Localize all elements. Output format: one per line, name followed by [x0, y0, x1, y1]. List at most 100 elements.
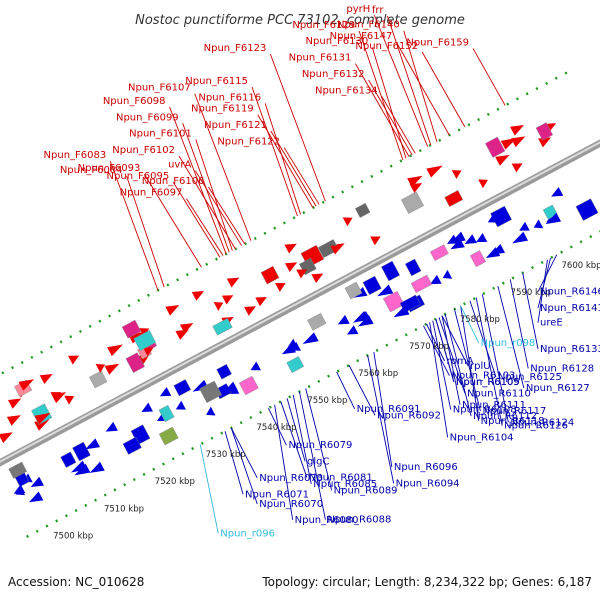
forward-gene-label[interactable]: Npun_F6131	[289, 53, 352, 64]
reverse-gene-label[interactable]: Npun_R6104	[450, 432, 514, 443]
forward-gene-label[interactable]: Npun_F6102	[112, 145, 175, 156]
reverse-gene-label[interactable]: Npun_R6111	[462, 400, 526, 411]
reverse-gene-label[interactable]: Npun_R6127	[526, 383, 590, 394]
forward-gene-label[interactable]: Npun_F6119	[191, 104, 254, 115]
reverse-gene-label[interactable]: Npun_R6108	[453, 405, 517, 416]
reverse-leader-line	[509, 279, 529, 369]
forward-gene-label[interactable]: Npun_F6132	[302, 69, 365, 80]
reverse-gene-label[interactable]: Npun_R6091	[357, 404, 421, 415]
reverse-gene-label[interactable]: Npun_R6070	[259, 499, 323, 510]
reverse-gene-feature	[72, 441, 91, 462]
kbp-tick-label: 7500 kbp	[53, 531, 93, 541]
reverse-gene-feature	[89, 461, 105, 473]
reverse-gene-label[interactable]: Npun_R6133	[540, 344, 600, 355]
forward-gene-label[interactable]: Npun_F6140	[337, 20, 400, 31]
reverse-gene-label[interactable]: Npun_R6073	[259, 473, 323, 484]
forward-gene-label[interactable]: Npun_F6122	[217, 136, 280, 147]
reverse-gene-label[interactable]: Npun_R6109	[456, 377, 520, 388]
forward-gene-label[interactable]: Npun_F6134	[315, 85, 378, 96]
forward-gene-feature	[354, 202, 371, 218]
forward-gene-label[interactable]: Npun_F6098	[103, 96, 166, 107]
forward-leader-line	[109, 161, 159, 291]
rna-gene-label[interactable]: Npun_r096	[220, 528, 275, 539]
reverse-gene-feature	[337, 314, 350, 325]
forward-gene-label[interactable]: Npun_F6121	[204, 120, 267, 131]
forward-gene-label[interactable]: Npun_F6147	[330, 31, 393, 42]
forward-gene-label[interactable]: Npun_F6116	[198, 92, 261, 103]
reverse-gene-feature	[302, 332, 319, 345]
forward-gene-labels: Npun_F6159Npun_F6152Npun_F6147Npun_F6140…	[44, 4, 470, 199]
forward-gene-label[interactable]: Npun_F6106	[142, 176, 205, 187]
forward-gene-label[interactable]: Npun_F6084	[60, 165, 123, 176]
reverse-gene-label[interactable]: Npun_R6094	[396, 478, 460, 489]
reverse-gene-feature	[533, 219, 544, 229]
forward-gene-label[interactable]: Npun_F6130	[306, 36, 369, 47]
forward-gene-label[interactable]: Npun_F6152	[355, 41, 418, 52]
reverse-gene-label[interactable]: rpmA	[447, 356, 474, 367]
forward-gene-label[interactable]: Npun_F6093	[78, 163, 141, 174]
reverse-gene-label[interactable]: Npun_R6141	[540, 303, 600, 314]
forward-gene-feature	[317, 239, 340, 259]
reverse-gene-feature	[60, 451, 77, 468]
reverse-gene-label[interactable]: Npun_R6146	[540, 287, 600, 298]
reverse-gene-label[interactable]: Npun_R6125	[498, 372, 562, 383]
reverse-leader-line	[224, 431, 244, 495]
reverse-gene-label[interactable]: Npun_R6126	[504, 421, 568, 432]
forward-gene-label[interactable]: uvrA	[168, 160, 191, 171]
forward-gene-label[interactable]: Npun_F6101	[129, 129, 192, 140]
reverse-gene-label[interactable]: Npun_R6117	[482, 406, 546, 417]
forward-gene-feature	[221, 295, 234, 305]
forward-gene-label[interactable]: Npun_F6129	[292, 20, 355, 31]
reverse-gene-label[interactable]: Npun_R6079	[288, 440, 352, 451]
reverse-gene-feature	[206, 406, 216, 416]
forward-gene-feature	[64, 395, 75, 405]
reverse-gene-label[interactable]: Npun_R6096	[394, 462, 458, 473]
reverse-gene-feature	[469, 250, 486, 268]
forward-gene-label[interactable]: Npun_F6095	[107, 171, 170, 182]
reverse-gene-label[interactable]: Npun_R6080	[295, 515, 359, 526]
forward-gene-label[interactable]: Npun_F6107	[128, 83, 191, 94]
reverse-gene-label[interactable]: Npun_R6071	[245, 489, 309, 500]
forward-gene-feature	[535, 122, 553, 141]
reverse-gene-label[interactable]: Npun_R6112	[473, 411, 537, 422]
reverse-gene-label[interactable]: Npun_R6128	[530, 363, 594, 374]
reverse-gene-feature	[519, 221, 530, 231]
reverse-gene-label[interactable]: Npun_R6124	[510, 417, 574, 428]
reverse-gene-feature	[450, 231, 466, 243]
reverse-gene-label[interactable]: Npun_R6089	[334, 485, 398, 496]
reverse-gene-feature	[404, 258, 422, 277]
reverse-gene-label[interactable]: glgC	[307, 456, 329, 467]
forward-gene-label[interactable]: pyrH	[346, 4, 370, 15]
reverse-leader-line	[441, 315, 469, 366]
reverse-gene-label[interactable]: Npun_R6103	[451, 371, 515, 382]
reverse-gene-label[interactable]: Npun_R6110	[467, 388, 531, 399]
forward-gene-label[interactable]: Npun_F6115	[185, 76, 248, 87]
reverse-gene-feature	[344, 281, 363, 300]
forward-gene-label[interactable]: Npun_F6083	[44, 150, 107, 161]
forward-gene-feature	[342, 217, 353, 227]
reverse-gene-label[interactable]: Npun_R6081	[309, 473, 373, 484]
reverse-gene-label[interactable]: Npun_R6088	[327, 515, 391, 526]
reverse-gene-label[interactable]: Npun_R6092	[377, 410, 441, 421]
reverse-gene-label[interactable]: Npun_R6118	[481, 416, 545, 427]
rna-gene-label[interactable]: Npun_r098	[481, 338, 536, 349]
reverse-gene-labels: Npun_R6146 Npun_R6141 ureE Npun_R6133 Npun_R…	[220, 287, 600, 540]
reverse-leader-line	[441, 315, 461, 405]
reverse-gene-label[interactable]: rplU	[470, 361, 491, 372]
forward-gene-label[interactable]: frr	[372, 5, 384, 16]
kbp-tick-label: 7570 kbp	[409, 342, 449, 352]
reverse-gene-label[interactable]: Npun_R6085	[313, 479, 377, 490]
reverse-gene-label[interactable]: ureE	[540, 318, 563, 329]
genome-summary-text: Topology: circular; Length: 8,234,322 bp…	[261, 575, 592, 589]
reverse-leader-line	[230, 427, 258, 479]
forward-gene-label[interactable]: Npun_F6159	[406, 37, 469, 48]
reverse-gene-feature	[393, 305, 410, 318]
kbp-tick-label: 7530 kbp	[206, 450, 246, 460]
forward-gene-label[interactable]: Npun_F6097	[120, 188, 183, 199]
forward-gene-feature	[121, 319, 142, 339]
reverse-gene-feature	[464, 234, 478, 245]
forward-gene-label[interactable]: Npun_F6099	[116, 112, 179, 123]
kbp-tick-label: 7540 kbp	[256, 423, 296, 433]
reverse-gene-label[interactable]: Npun_R6105	[456, 377, 520, 388]
forward-gene-label[interactable]: Npun_F6123	[204, 43, 267, 54]
